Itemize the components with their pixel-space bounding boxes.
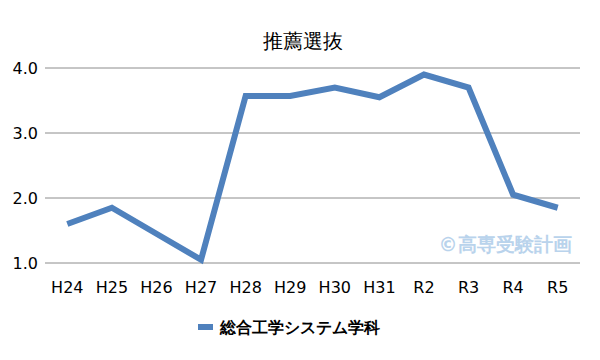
x-tick-label: H31 (363, 278, 395, 297)
legend-swatch (198, 324, 213, 330)
legend: 総合工学システム学科 (198, 318, 380, 337)
x-tick-label: R4 (502, 278, 523, 297)
x-tick-label: H24 (51, 278, 83, 297)
y-tick-label: 2.0 (13, 189, 38, 208)
y-tick-label: 1.0 (13, 254, 38, 273)
x-tick-label: R2 (413, 278, 434, 297)
watermark: ©高専受験計画 (439, 233, 572, 255)
chart-title: 推薦選抜 (263, 29, 343, 53)
chart-svg: 推薦選抜 1.0 2.0 3.0 4.0 H24 H25 H26 H27 H28 H29 H30 H31… (0, 0, 600, 360)
x-tick-label: R3 (458, 278, 479, 297)
grid-line (45, 198, 580, 199)
x-tick-label: H25 (96, 278, 128, 297)
x-tick-label: H27 (185, 278, 217, 297)
grid-line (45, 133, 580, 134)
grid-line (45, 263, 580, 264)
legend-label: 総合工学システム学科 (219, 318, 380, 337)
plot-area (67, 75, 557, 260)
chart-container: 推薦選抜 1.0 2.0 3.0 4.0 H24 H25 H26 H27 H28 H29 H30 H31… (0, 0, 600, 360)
x-tick-label: H28 (229, 278, 261, 297)
series-line (67, 75, 557, 260)
x-tick-label: H29 (274, 278, 306, 297)
x-tick-label: H30 (319, 278, 351, 297)
x-tick-label: R5 (547, 278, 568, 297)
grid-line (45, 68, 580, 69)
y-tick-label: 3.0 (13, 124, 38, 143)
x-tick-label: H26 (140, 278, 172, 297)
y-tick-label: 4.0 (13, 59, 38, 78)
